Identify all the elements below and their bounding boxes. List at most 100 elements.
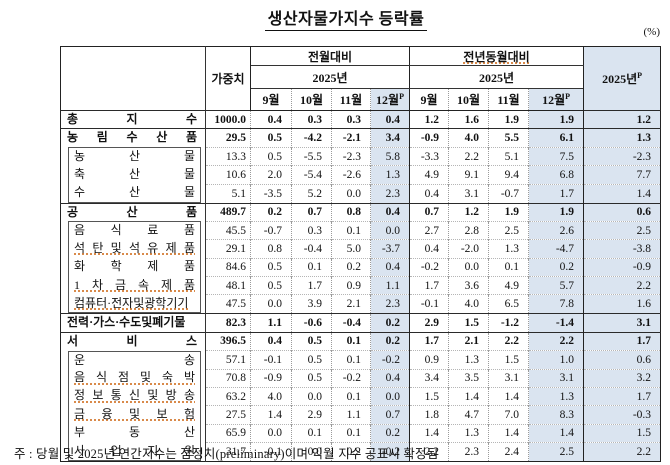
yoy-value: 2.9 [409,313,449,333]
mom-value: 0.3 [291,109,332,129]
yoy-value: 1.3 [528,386,584,406]
mom-value: -0.7 [250,220,292,240]
yoy-value: 4.9 [488,276,529,295]
mom-value: 4.0 [250,386,292,406]
yoy-value: 1.9 [528,202,584,222]
yoy-value: 0.0 [448,257,489,277]
yoy-value: -0.9 [409,128,449,148]
table-row: 부 동 산 65.9 0.0 0.1 0.1 0.2 1.4 1.3 1.4 1.4 1.5 [61,423,661,443]
mom-value: 0.4 [250,331,292,351]
yoy-value: 1.6 [448,109,489,129]
table-row: 수 산 물 5.1 -3.5 5.2 0.0 2.3 0.4 3.1 -0.7 1.7 1.4 [61,183,661,203]
mom-value: -4.2 [291,128,332,148]
annual-value: 3.1 [583,313,661,333]
yoy-value: 2.4 [488,442,529,462]
weight-value: 57.1 [205,350,251,370]
yoy-value: 1.9 [528,109,584,129]
table-row: 전력·가스·수도및폐기물 82.3 1.1 -0.6 -0.4 0.2 2.9 1.5 -1.2… [60,313,661,333]
table-header: 가중치 전월대비 전년동월대비 2025년P 2025년 2025년 9월 10… [60,46,661,111]
mom-value: 0.1 [331,350,371,370]
mom-value: 0.8 [250,239,292,259]
mom-month-header: 12월P [369,88,410,111]
yoy-value: -2.0 [448,239,489,259]
mom-value: 2.3 [369,294,410,314]
mom-value: 5.2 [291,183,332,203]
yoy-value: 0.4 [409,183,449,203]
yoy-value: 0.1 [488,257,529,277]
mom-value: 0.3 [331,109,371,129]
yoy-value: 0.2 [528,257,584,277]
mom-value: 0.0 [331,183,371,203]
table-row: 컴퓨터·전자및광학기기 47.5 0.0 3.9 2.1 2.3 -0.1 4.0 6.5 7.8… [61,294,661,314]
weight-value: 29.1 [205,239,251,259]
row-label: 축 산 물 [61,165,206,185]
mom-value: -0.4 [291,239,332,259]
annual-value: 1.6 [583,294,661,314]
yoy-value: 6.5 [488,294,529,314]
mom-value: 0.4 [369,257,410,277]
weight-value: 65.9 [205,423,251,443]
mom-value: 1.3 [369,165,410,185]
mom-value: 0.2 [250,202,292,222]
yoy-value: 0.4 [409,239,449,259]
mom-value: 0.5 [250,257,292,277]
weight-value: 84.6 [205,257,251,277]
yoy-value: 6.8 [528,165,584,185]
ppi-table: 가중치 전월대비 전년동월대비 2025년P 2025년 2025년 9월 10… [60,46,662,463]
mom-value: -2.6 [331,165,371,185]
yoy-value: 0.7 [409,202,449,222]
mom-year-header: 2025년 [250,65,410,89]
mom-value: 3.9 [291,294,332,314]
table-row: 총 지 수 1000.0 0.4 0.3 0.3 0.4 1.2 1.6 1.9 1.9 1.2 [60,109,661,129]
mom-value: 2.1 [331,294,371,314]
annual-value: 0.6 [583,350,661,370]
weight-value: 31.7 [205,442,251,462]
annual-value: -0.9 [583,257,661,277]
table-row: 운 송 57.1 -0.1 0.5 0.1 -0.2 0.9 1.3 1.5 1.0 0.6 [61,350,661,370]
row-label: 농 산 물 [61,147,206,166]
row-label: 공 산 품 [60,202,206,222]
yoy-value: 5.1 [488,146,529,166]
mom-value: 0.1 [331,331,371,351]
row-label: 1 차 금 속 제 품 [61,276,206,295]
mom-value: 1.1 [331,405,371,425]
table-row: 1 차 금 속 제 품 48.1 0.5 1.7 0.9 1.1 1.7 3.6 4.9 5.7 2… [61,276,661,295]
mom-value: 3.4 [369,128,410,148]
mom-value: -3.7 [369,239,410,259]
yoy-value: 2.5 [488,220,529,240]
yoy-value: 2.1 [448,331,489,351]
row-label: 농 림 수 산 품 [60,128,206,148]
yoy-value: 8.3 [528,405,584,425]
weight-value: 1000.0 [205,109,251,129]
yoy-value: 1.3 [448,423,489,443]
yoy-month-header: 11월 [488,88,529,111]
mom-value: -0.9 [250,368,292,388]
yoy-value: 4.7 [448,405,489,425]
yoy-value: 2.8 [448,220,489,240]
yoy-value: 6.1 [528,128,584,148]
mom-value: -3.5 [250,183,292,203]
mom-value: 0.1 [331,423,371,443]
annual-value: 1.2 [583,109,661,129]
row-label: 컴퓨터·전자및광학기기 [61,294,206,314]
table-row: 농 산 물 13.3 0.5 -5.5 -2.3 5.8 -3.3 2.2 5.1 7.5 -2.3 [61,146,661,166]
weight-value: 10.6 [205,165,251,185]
table-row: 축 산 물 10.6 2.0 -5.4 -2.6 1.3 4.9 9.1 9.4 6.8 7.7 [61,165,661,185]
mom-value: 0.5 [291,350,332,370]
mom-value: 2.9 [291,405,332,425]
mom-value: -0.4 [331,313,371,333]
mom-value: 0.0 [291,442,332,462]
weight-value: 396.5 [205,331,251,351]
weight-value: 48.1 [205,276,251,295]
yoy-value: 1.4 [409,423,449,443]
row-label: 음 식 료 품 [61,221,206,240]
yoy-month-header: 10월 [448,88,489,111]
table-row: 서 비 스 396.5 0.4 0.5 0.1 0.2 1.7 2.1 2.2 2.2 1.7 [60,331,661,351]
mom-group-header: 전월대비 [250,46,410,66]
mom-value: 5.8 [369,146,410,166]
yoy-value: 2.2 [488,331,529,351]
yoy-value: 1.5 [409,386,449,406]
mom-value: 0.5 [291,331,332,351]
yoy-value: 3.6 [448,276,489,295]
